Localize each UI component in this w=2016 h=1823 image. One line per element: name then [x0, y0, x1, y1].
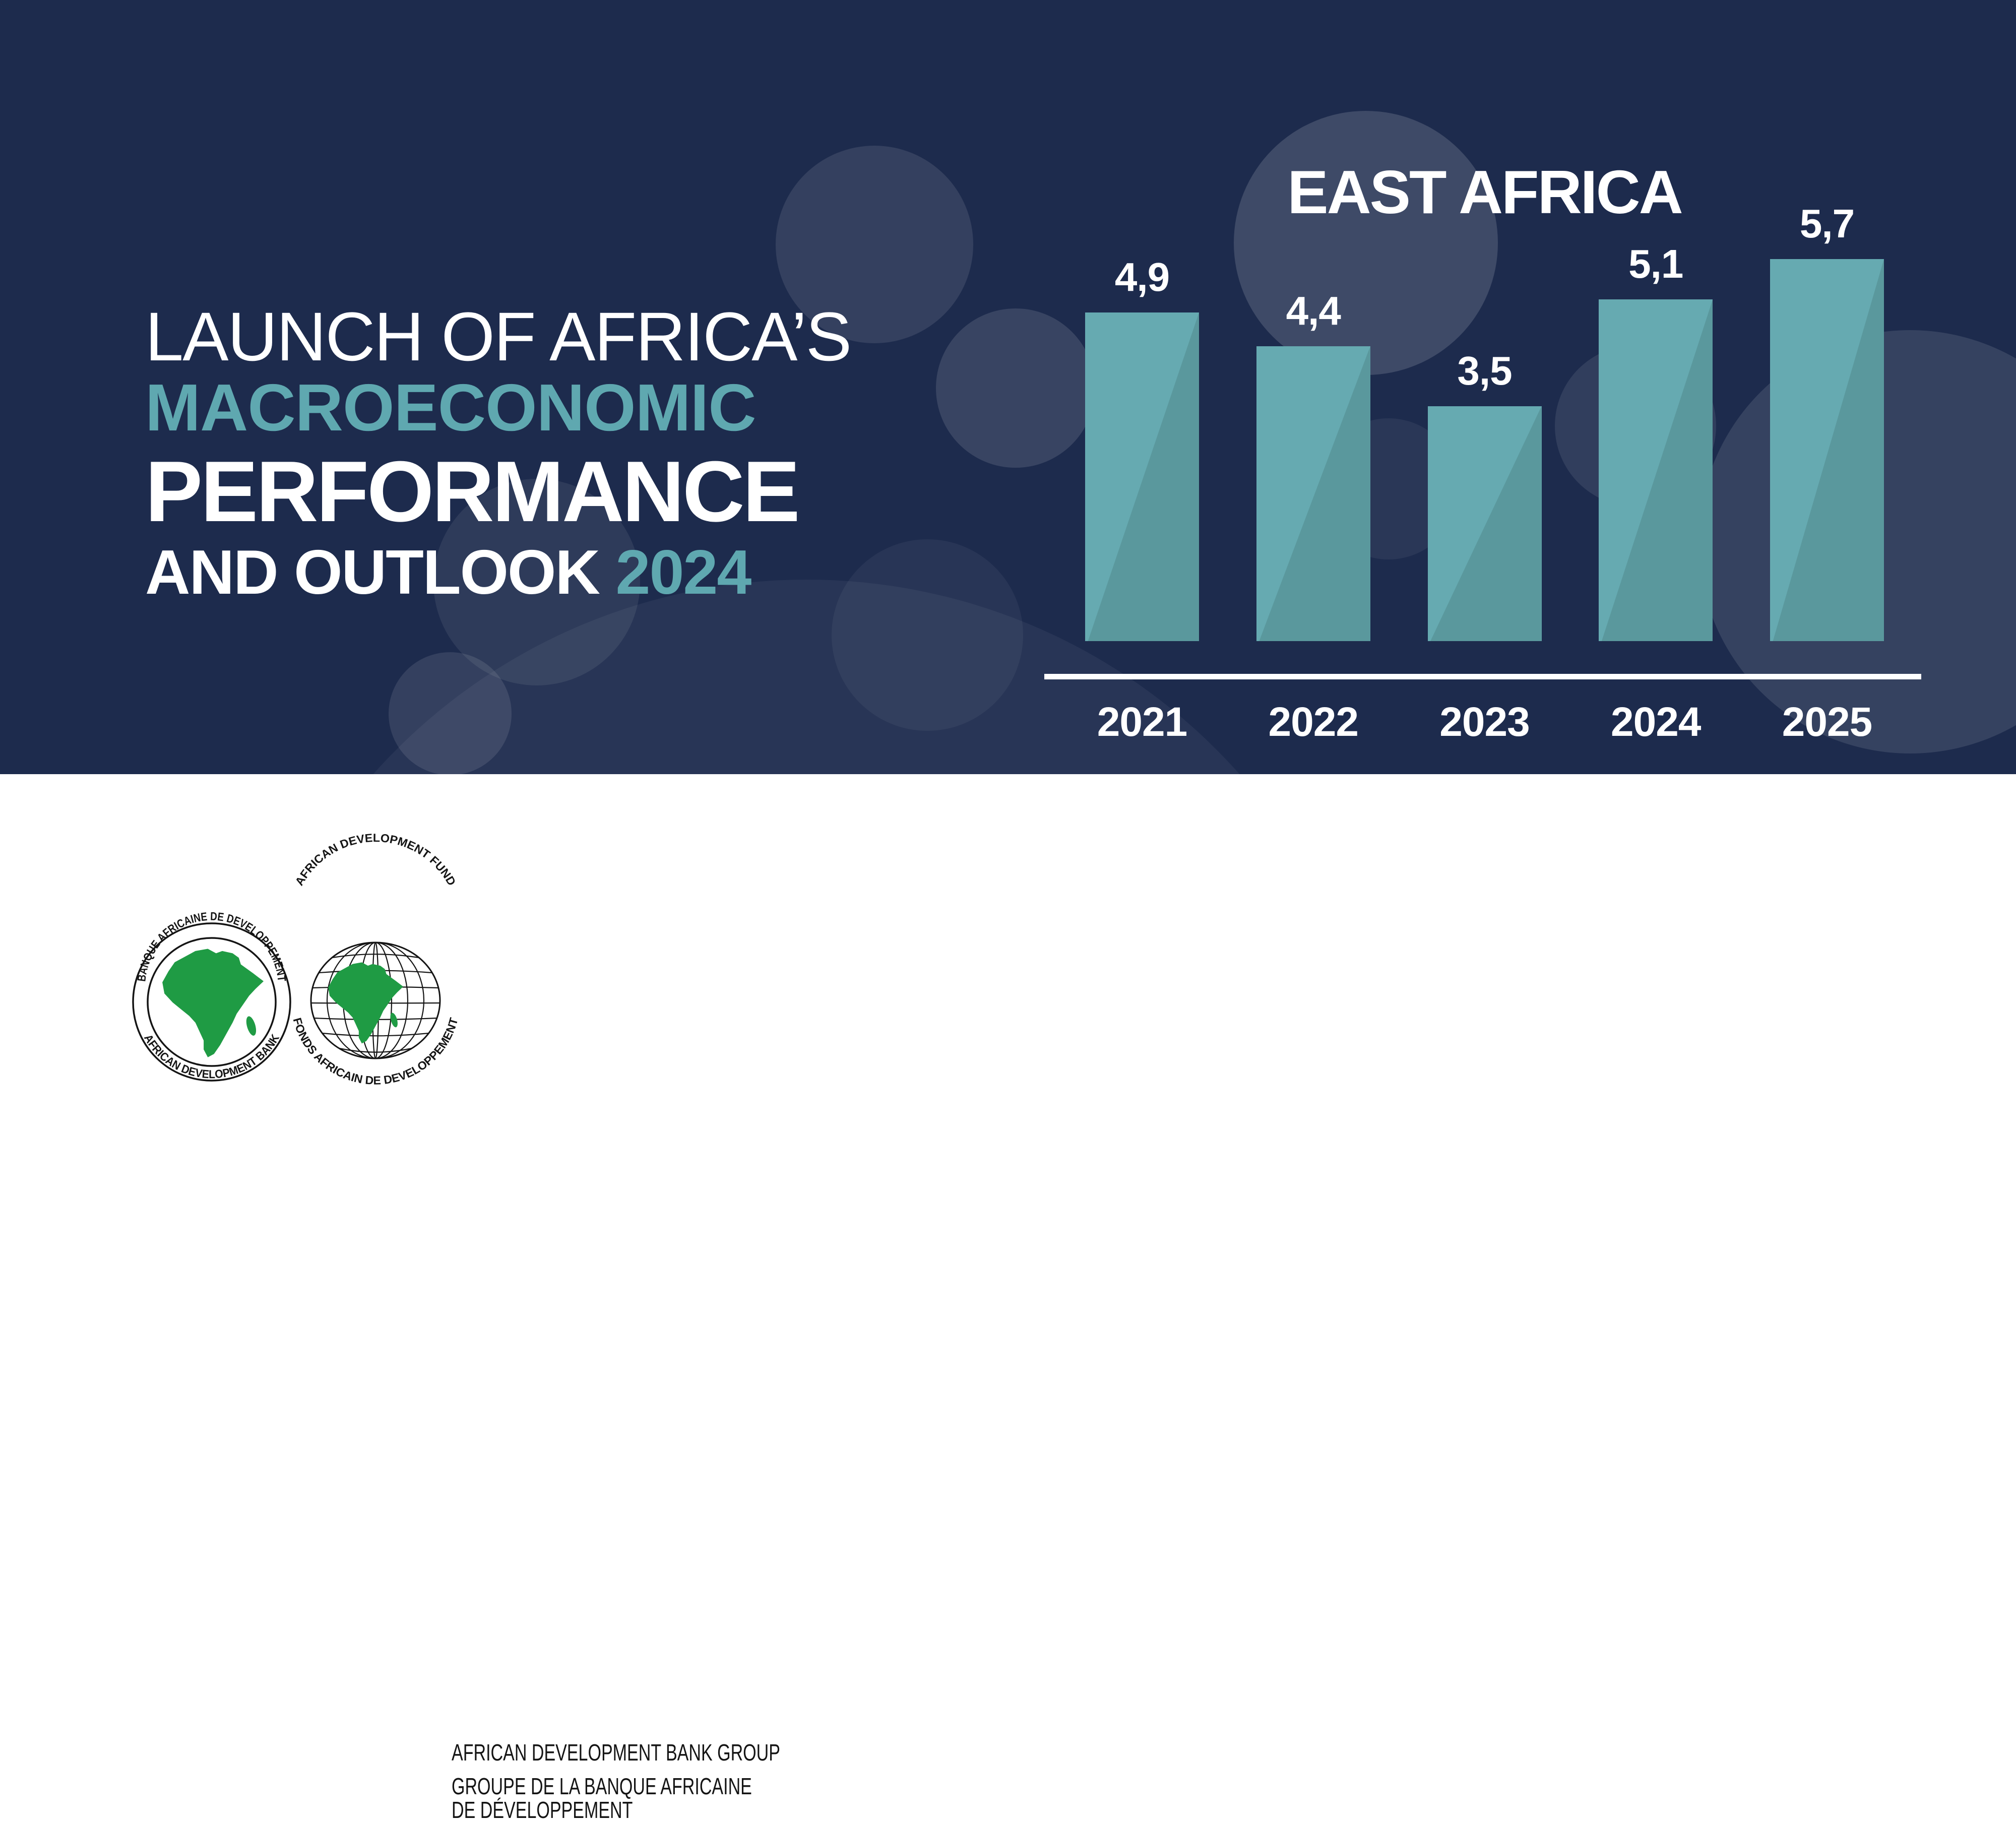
- bar-2024: [1599, 299, 1713, 641]
- year-label-2022: 2022: [1256, 702, 1370, 743]
- year-label-2024: 2024: [1599, 702, 1713, 743]
- bar-value-label: 3,5: [1457, 351, 1511, 391]
- year-label-2023: 2023: [1428, 702, 1542, 743]
- bar-2022: [1256, 346, 1370, 641]
- year-label-2025: 2025: [1770, 702, 1884, 743]
- title-line-macroeconomic: MACROECONOMIC: [145, 374, 756, 441]
- bar-shade: [1085, 312, 1199, 641]
- org-name-french: GROUPE DE LA BANQUE AFRICAINE DE DÉVELOP…: [452, 1775, 752, 1822]
- bar-column-2021: 4,9: [1085, 257, 1199, 641]
- bar-shade: [1770, 259, 1884, 641]
- bar-value-label: 5,1: [1628, 244, 1683, 284]
- bar-value-label: 4,4: [1286, 291, 1341, 331]
- title-year-accent: 2024: [616, 538, 751, 607]
- bar-2025: [1770, 259, 1884, 641]
- bar-chart: 4,9 4,4 3,5 5,1 5,7: [1085, 187, 1884, 641]
- title-line-performance: PERFORMANCE: [145, 449, 798, 535]
- x-axis-line: [1044, 674, 1921, 679]
- bar-shade: [1256, 346, 1370, 641]
- globe-parallel: [322, 1033, 428, 1036]
- hero-panel: LAUNCH OF AFRICA’S MACROECONOMIC PERFORM…: [0, 0, 2016, 774]
- bar-column-2024: 5,1: [1599, 244, 1713, 641]
- bar-shade: [1428, 406, 1542, 641]
- org-name-french-line1: GROUPE DE LA BANQUE AFRICAINE: [452, 1775, 752, 1798]
- decor-circle: [936, 308, 1095, 468]
- org-name-french-line2: DE DÉVELOPPEMENT: [452, 1798, 752, 1822]
- bar-column-2022: 4,4: [1256, 291, 1370, 641]
- year-label-2021: 2021: [1085, 702, 1199, 743]
- svg-text:AFRICAN DEVELOPMENT FUND: AFRICAN DEVELOPMENT FUND: [292, 831, 458, 888]
- adf-logo: AFRICAN DEVELOPMENT FUND FONDS AFRICAIN …: [290, 831, 460, 1087]
- bar-value-label: 5,7: [1800, 204, 1854, 244]
- x-axis-labels: 2021 2022 2023 2024 2025: [1085, 702, 1884, 743]
- adf-logo-top-text: AFRICAN DEVELOPMENT FUND: [292, 831, 458, 888]
- org-name-english: AFRICAN DEVELOPMENT BANK GROUP: [452, 1741, 780, 1765]
- globe-parallel: [339, 1048, 412, 1052]
- title-line-outlook: AND OUTLOOK 2024: [145, 541, 750, 604]
- bar-2021: [1085, 312, 1199, 641]
- bar-column-2025: 5,7: [1770, 204, 1884, 641]
- adb-logo: BANQUE AFRICAINE DE DEVELOPPEMENT AFRICA…: [133, 910, 290, 1081]
- decor-circle: [389, 652, 512, 774]
- decor-circle: [832, 539, 1023, 731]
- title-outlook-white: AND OUTLOOK: [145, 538, 616, 607]
- bar-2023: [1428, 406, 1542, 641]
- logos-graphic: BANQUE AFRICAINE DE DEVELOPPEMENT AFRICA…: [0, 774, 2016, 1134]
- footer-strip: BANQUE AFRICAINE DE DEVELOPPEMENT AFRICA…: [0, 774, 2016, 1134]
- bar-column-2023: 3,5: [1428, 351, 1542, 641]
- title-line-launch: LAUNCH OF AFRICA’S: [145, 302, 851, 371]
- bar-shade: [1599, 299, 1713, 641]
- bar-value-label: 4,9: [1115, 257, 1169, 297]
